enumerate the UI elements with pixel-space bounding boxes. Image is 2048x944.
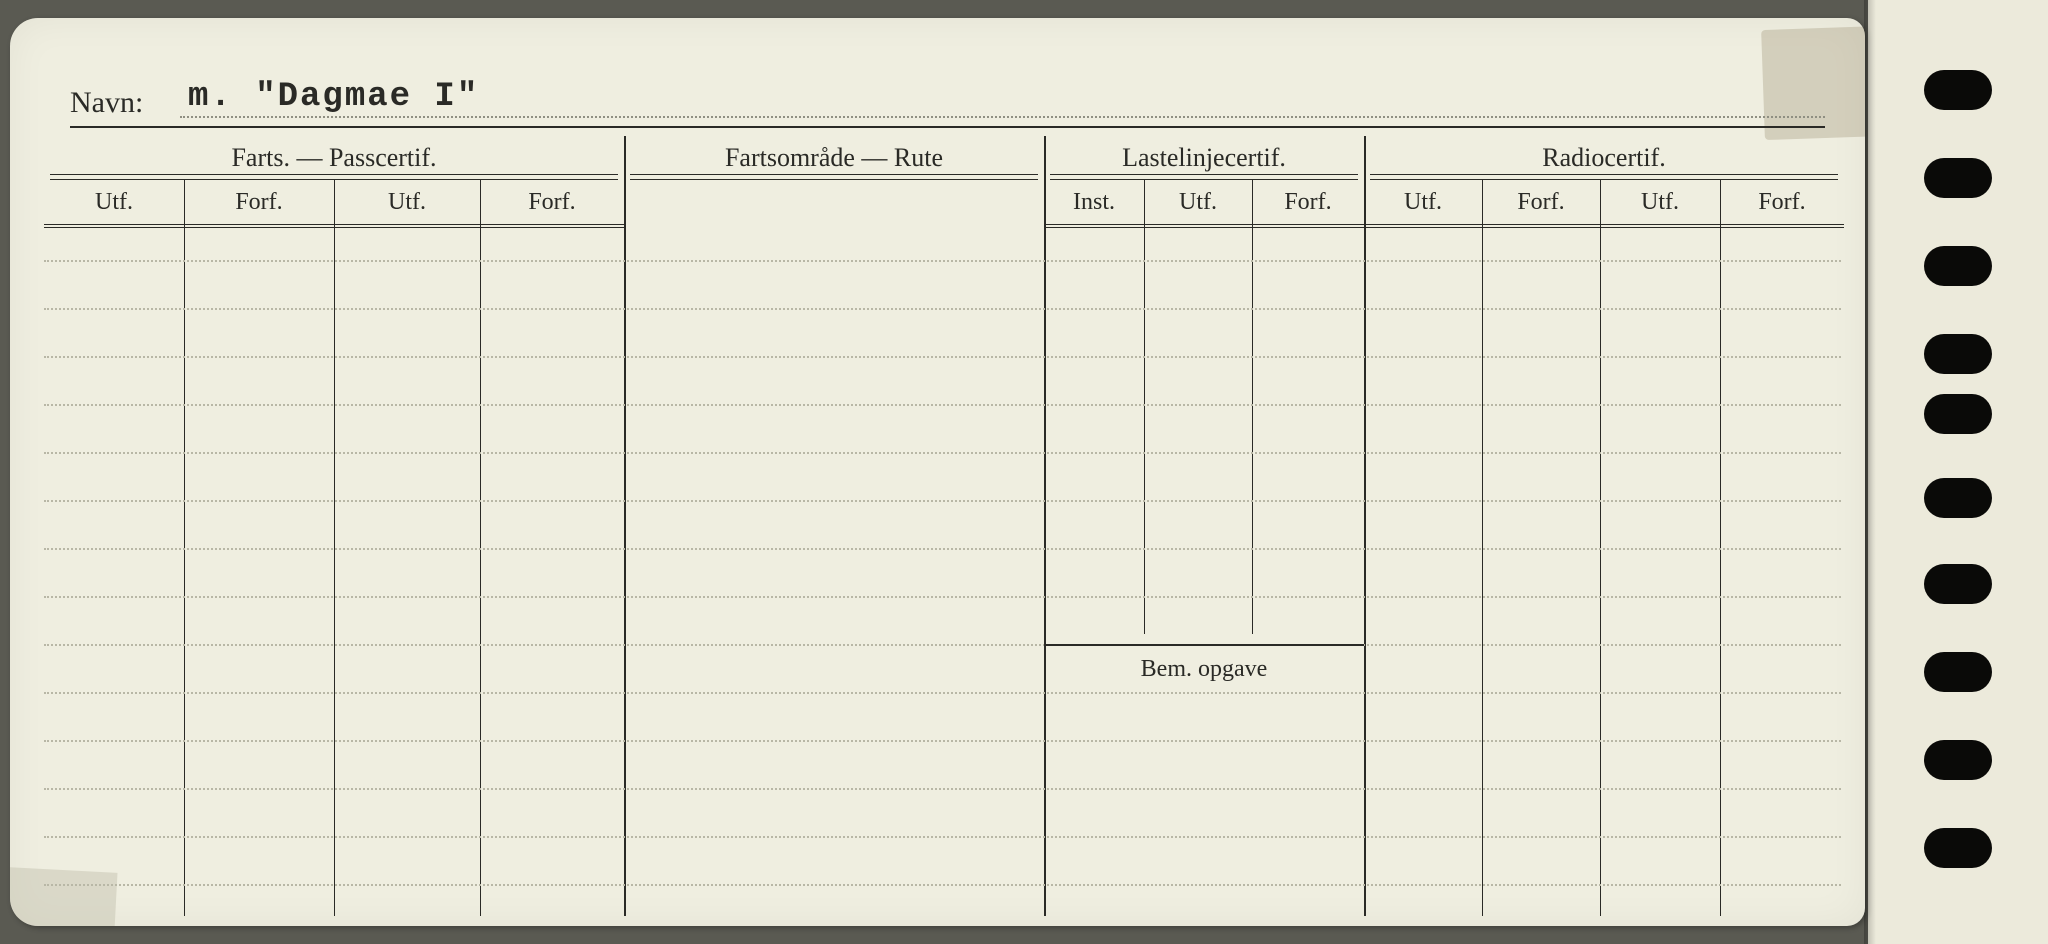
section-divider [1364, 136, 1366, 916]
subheader-farts-1: Forf. [184, 180, 334, 224]
subheader-radio-3: Forf. [1720, 180, 1844, 224]
binder-hole [1924, 564, 1992, 604]
subheader-radio-1: Forf. [1482, 180, 1600, 224]
row-line [44, 356, 1841, 358]
section-divider [1044, 136, 1046, 916]
binder-hole [1924, 740, 1992, 780]
binder-hole [1924, 246, 1992, 286]
header-rute: Fartsområde — Rute [624, 136, 1044, 180]
binder-shadow [1864, 0, 1876, 944]
binder-hole [1924, 334, 1992, 374]
bem-opgave-header: Bem. opgave [1044, 644, 1364, 692]
subheader-rule [1044, 224, 1844, 228]
row-line [44, 740, 1841, 742]
navn-label: Navn: [70, 86, 143, 120]
header-laste: Lastelinjecertif. [1044, 136, 1364, 180]
row-line [44, 404, 1841, 406]
binder-hole [1924, 478, 1992, 518]
row-line [44, 836, 1841, 838]
binder-hole [1924, 70, 1992, 110]
subheader-radio-0: Utf. [1364, 180, 1482, 224]
row-line [44, 884, 1841, 886]
binder-hole [1924, 394, 1992, 434]
subheader-laste-0: Inst. [1044, 180, 1144, 224]
subheader-farts-2: Utf. [334, 180, 480, 224]
row-line [44, 452, 1841, 454]
navn-row: Navn: m. "Dagmae I" [70, 78, 1825, 128]
subheader-radio-2: Utf. [1600, 180, 1720, 224]
row-line [44, 596, 1841, 598]
navn-dotted-line [180, 116, 1825, 118]
navn-value: m. "Dagmae I" [188, 78, 479, 116]
row-line [44, 308, 1841, 310]
row-line [44, 260, 1841, 262]
section-divider [624, 136, 626, 916]
binder-hole [1924, 828, 1992, 868]
column-divider [1252, 180, 1253, 634]
row-line [44, 500, 1841, 502]
certificate-grid: Farts. — Passcertif.Fartsområde — RuteLa… [44, 136, 1841, 916]
row-line [44, 692, 1841, 694]
binder-hole [1924, 652, 1992, 692]
header-radio: Radiocertif. [1364, 136, 1844, 180]
column-divider [1144, 180, 1145, 634]
subheader-farts-3: Forf. [480, 180, 624, 224]
subheader-farts-0: Utf. [44, 180, 184, 224]
binder-hole [1924, 158, 1992, 198]
index-card: Navn: m. "Dagmae I" Farts. — Passcertif.… [10, 18, 1865, 926]
binder-strip [1868, 0, 2048, 944]
header-farts: Farts. — Passcertif. [44, 136, 624, 180]
row-line [44, 644, 1841, 646]
subheader-laste-2: Forf. [1252, 180, 1364, 224]
row-line [44, 548, 1841, 550]
subheader-laste-1: Utf. [1144, 180, 1252, 224]
row-line [44, 788, 1841, 790]
